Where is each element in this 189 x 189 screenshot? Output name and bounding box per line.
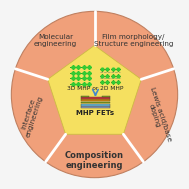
Bar xyxy=(81,102,110,103)
Circle shape xyxy=(11,11,178,178)
Text: Molecular
engineering: Molecular engineering xyxy=(34,34,77,47)
Bar xyxy=(81,97,110,99)
Bar xyxy=(81,106,110,108)
Text: Composition
engineering: Composition engineering xyxy=(65,151,124,170)
Bar xyxy=(81,105,110,106)
Text: Interface
engineering: Interface engineering xyxy=(19,92,44,138)
Polygon shape xyxy=(48,45,141,134)
Bar xyxy=(81,96,89,97)
Bar xyxy=(81,99,110,101)
Text: Film morphology/
Structure engineering: Film morphology/ Structure engineering xyxy=(94,34,173,47)
Bar xyxy=(102,96,110,97)
Text: Lewis acid/base
doping: Lewis acid/base doping xyxy=(143,86,172,144)
Text: 3D MHP or 2D MHP: 3D MHP or 2D MHP xyxy=(67,86,124,91)
Text: MHP FETs: MHP FETs xyxy=(76,110,115,116)
